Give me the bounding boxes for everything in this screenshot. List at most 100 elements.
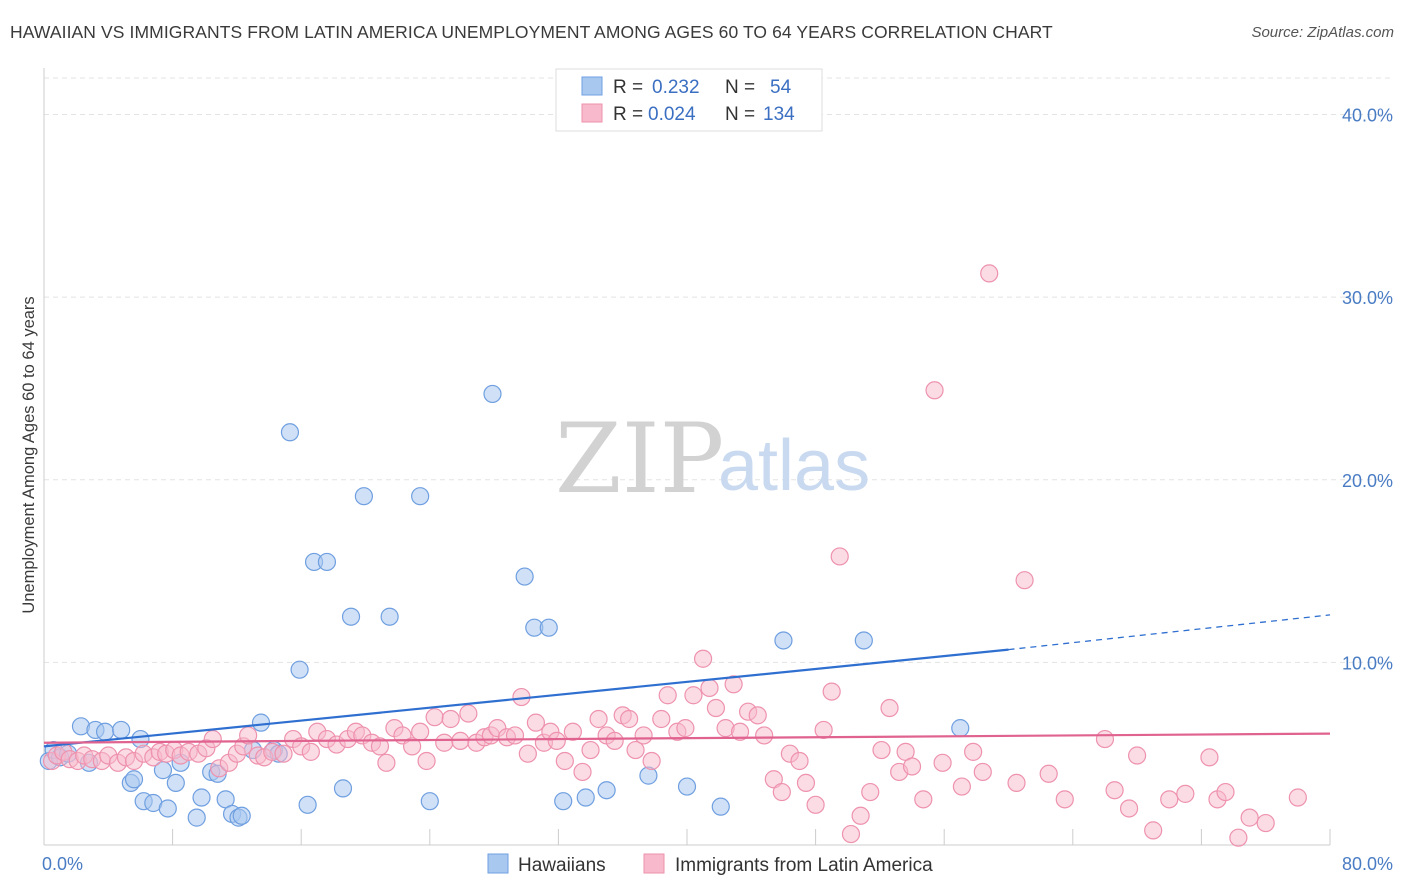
- latin-point-46: [411, 722, 430, 741]
- latin-point-89: [748, 706, 767, 725]
- latin-point-84: [706, 698, 726, 718]
- latin-point-97: [814, 720, 833, 740]
- latin-point-87: [730, 722, 750, 741]
- hawaiian-point-45: [554, 792, 573, 811]
- hawaiians-trend-extension: [1008, 614, 1331, 651]
- latin-point-41: [370, 737, 390, 756]
- latin-point-94: [790, 751, 809, 771]
- latin-point-78: [658, 686, 677, 705]
- latin-point-96: [806, 795, 825, 814]
- latin-point-73: [620, 709, 639, 729]
- y-tick-label-0: 10.0%: [1342, 653, 1393, 673]
- latin-point-47: [417, 751, 436, 771]
- source-label: Source: ZipAtlas.com: [1251, 24, 1394, 41]
- y-axis-label: Unemployment Among Ages 60 to 64 years: [20, 296, 38, 613]
- latin-point-48: [425, 708, 444, 727]
- latin-point-75: [634, 726, 653, 745]
- latin-point-131: [1256, 813, 1275, 833]
- latin-point-112: [964, 742, 983, 761]
- latin-point-128: [1216, 782, 1235, 802]
- hawaiian-point-47: [597, 781, 616, 800]
- latin-point-110: [933, 753, 952, 772]
- hawaiian-point-34: [317, 552, 337, 572]
- latin-point-86: [724, 675, 743, 694]
- chart-title: HAWAIIAN VS IMMIGRANTS FROM LATIN AMERIC…: [10, 22, 1053, 42]
- legend-n-value-2: 134: [763, 104, 795, 125]
- latin-point-69: [589, 709, 608, 729]
- latin-point-120: [1105, 781, 1124, 800]
- latin-point-122: [1127, 746, 1147, 765]
- latin-point-71: [605, 731, 624, 751]
- trend-lines: [43, 614, 1331, 748]
- correlation-legend: R = 0.232 N = 54 R = 0.024 N = 134: [555, 68, 823, 132]
- hawaiian-point-7: [95, 722, 115, 741]
- latin-point-42: [377, 753, 396, 772]
- hawaiian-point-42: [515, 567, 534, 586]
- hawaiian-point-32: [298, 795, 317, 814]
- hawaiian-point-51: [774, 631, 793, 650]
- latin-point-21: [203, 729, 222, 749]
- series-legend: Hawaiians Immigrants from Latin America: [487, 853, 933, 876]
- hawaiian-point-50: [711, 797, 730, 816]
- latin-point-119: [1095, 729, 1115, 749]
- hawaiian-point-18: [187, 808, 206, 827]
- latin-point-45: [403, 737, 422, 756]
- legend-r-value-1: 0.232: [652, 77, 700, 98]
- latin-point-115: [1007, 773, 1026, 793]
- legend-n-label-2: N =: [725, 104, 755, 125]
- legend-r-label-2: R =: [613, 104, 643, 125]
- grid-lines: [44, 77, 1390, 663]
- latin-point-76: [642, 751, 661, 771]
- latin-point-52: [459, 704, 478, 723]
- hawaiian-point-30: [280, 423, 300, 442]
- latin-point-124: [1160, 790, 1179, 809]
- hawaiian-point-40: [420, 792, 439, 811]
- hawaiian-point-27: [251, 713, 271, 732]
- latin-point-109: [925, 381, 944, 400]
- latin-point-118: [1055, 790, 1074, 809]
- hawaiian-point-39: [411, 487, 430, 506]
- latin-point-121: [1119, 799, 1139, 818]
- hawaiian-point-36: [341, 607, 361, 626]
- latin-point-61: [526, 713, 545, 732]
- hawaiian-point-49: [677, 777, 697, 796]
- latin-point-100: [841, 824, 861, 844]
- hawaiian-point-46: [576, 788, 595, 807]
- hawaiians-trend-line: [43, 648, 1009, 748]
- hawaiian-point-19: [192, 788, 211, 807]
- latin-point-66: [563, 722, 582, 741]
- x-tick-label-0: 0.0%: [42, 854, 83, 874]
- bottom-swatch-hawaiians: [487, 853, 509, 874]
- watermark-atlas: atlas: [718, 426, 870, 506]
- hawaiian-point-52: [854, 631, 873, 650]
- hawaiian-point-10: [124, 770, 144, 789]
- watermark: ZIP atlas: [555, 403, 870, 515]
- latin-america-points: [42, 264, 1307, 847]
- hawaiian-point-25: [232, 806, 251, 825]
- latin-point-77: [652, 709, 671, 729]
- y-tick-label-2: 30.0%: [1342, 288, 1393, 308]
- latin-point-92: [772, 782, 791, 802]
- latin-point-50: [441, 709, 460, 729]
- latin-point-95: [796, 773, 816, 793]
- latin-point-117: [1039, 764, 1058, 783]
- latin-point-129: [1229, 828, 1248, 847]
- bottom-swatch-latin: [643, 853, 665, 874]
- latin-point-101: [851, 806, 870, 825]
- latin-point-113: [973, 762, 992, 782]
- latin-point-98: [822, 682, 841, 701]
- hawaiian-point-16: [166, 773, 185, 793]
- watermark-zip: ZIP: [555, 403, 724, 515]
- latin-point-132: [1288, 788, 1307, 807]
- legend-n-label-1: N =: [725, 77, 755, 98]
- latin-point-130: [1240, 808, 1259, 827]
- latin-point-60: [518, 744, 537, 763]
- latin-point-65: [555, 751, 574, 771]
- latin-point-58: [505, 726, 525, 745]
- legend-n-value-1: 54: [770, 77, 792, 98]
- axes: [43, 68, 1331, 846]
- latin-point-111: [952, 777, 971, 796]
- legend-label-hawaiians: Hawaiians: [518, 855, 606, 876]
- latin-point-114: [980, 264, 999, 283]
- hawaiian-point-53: [951, 719, 970, 738]
